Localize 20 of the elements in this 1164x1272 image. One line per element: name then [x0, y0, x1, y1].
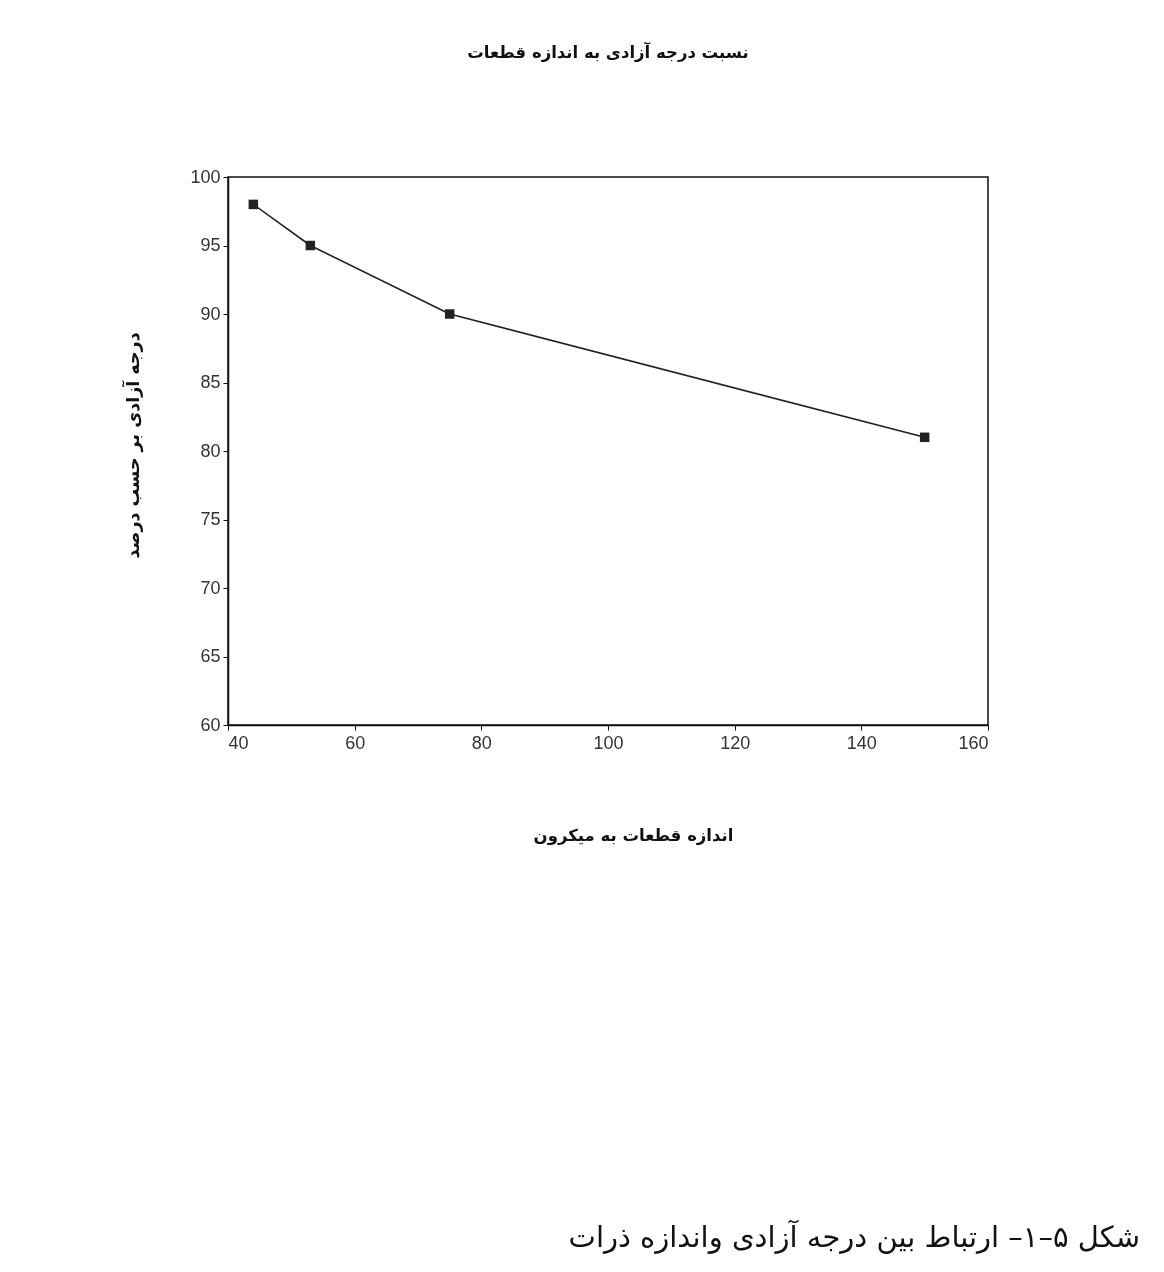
y-tick-label: 75 [200, 509, 221, 529]
x-tick-label: 80 [471, 732, 492, 753]
y-tick-label: 60 [200, 714, 221, 735]
y-tick-label: 80 [200, 440, 221, 461]
x-tick-label: 160 [958, 732, 989, 753]
y-tick-label: 90 [200, 303, 221, 324]
y-tick-label: 70 [200, 577, 221, 598]
x-tick-label: 140 [846, 732, 877, 753]
y-tick-label: 95 [200, 235, 221, 255]
y-tick-label: 85 [200, 372, 221, 392]
x-tick-label: 40 [228, 732, 249, 753]
x-axis-title: اندازه قطعات به میکرون [533, 825, 734, 846]
y-tick-label: 100 [190, 166, 221, 187]
y-tick-label: 65 [200, 646, 221, 666]
chart-title: نسبت درجه آزادی به اندازه قطعات [467, 40, 749, 62]
x-tick-label: 100 [593, 732, 624, 753]
x-tick-label: 60 [345, 732, 366, 753]
text: شکل ۵–۱– ارتباط بین درجه آزادی واندازه ذرات [568, 1220, 1140, 1254]
x-tick-label: 120 [720, 732, 751, 753]
y-axis-title: درجه آزادی بر حسب درصد [120, 332, 144, 559]
